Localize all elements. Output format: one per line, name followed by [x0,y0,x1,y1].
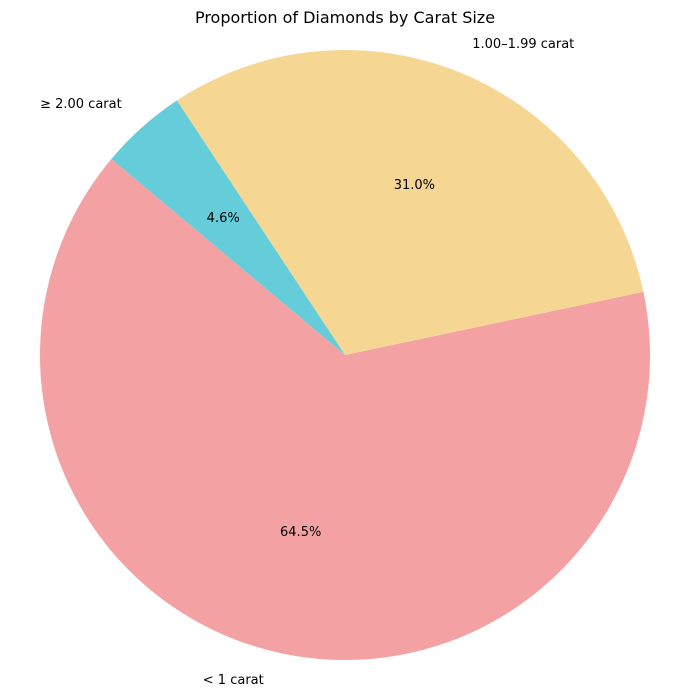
pie-slice-label: ≥ 2.00 carat [40,97,122,112]
pie-slices [40,49,650,661]
pie-slice-label: < 1 carat [203,673,264,688]
pie-percent-label: 64.5% [280,525,321,540]
pie-percent-label: 4.6% [207,211,240,226]
pie-slice-labels: < 1 carat 1.00–1.99 carat ≥ 2.00 carat [40,37,574,688]
pie-slice [176,49,644,355]
chart-title: Proportion of Diamonds by Carat Size [195,8,495,27]
pie-slice-label: 1.00–1.99 carat [472,37,574,52]
pie-slice [40,158,650,661]
pie-percent-label: 31.0% [394,178,435,193]
pie-slice [111,100,345,355]
pie-percent-labels: 64.5% 31.0% 4.6% [207,178,435,540]
